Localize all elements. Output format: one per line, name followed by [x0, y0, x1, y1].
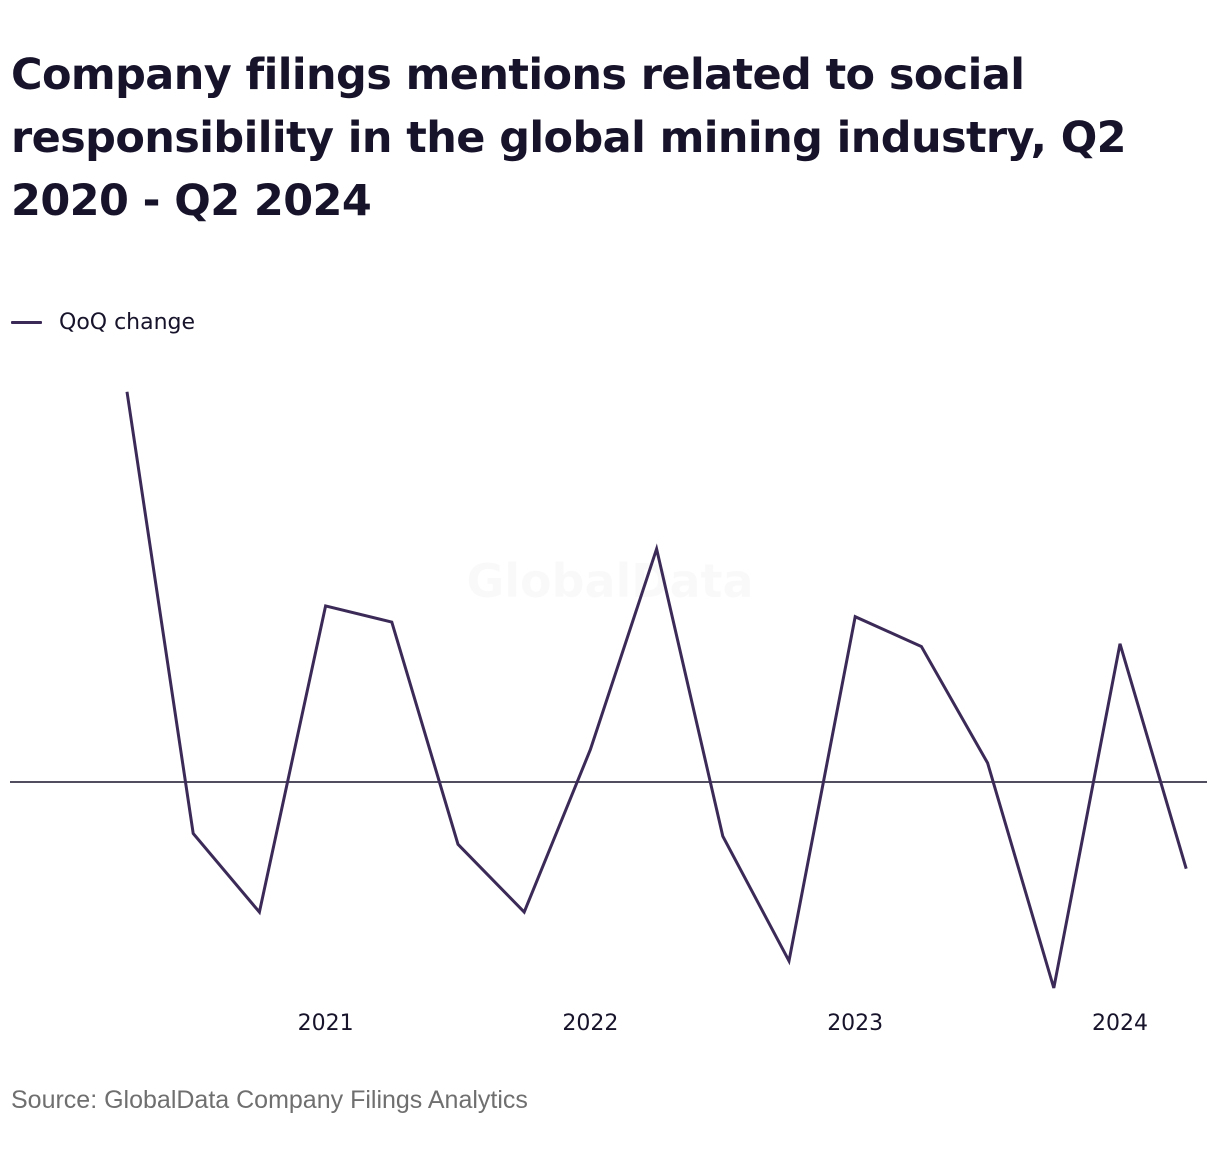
legend: QoQ change — [11, 308, 195, 336]
series-line-0 — [125, 391, 1188, 989]
legend-swatch — [11, 320, 42, 324]
data-point[interactable] — [915, 641, 927, 653]
data-point[interactable] — [320, 600, 332, 612]
data-point[interactable] — [717, 830, 729, 842]
data-point[interactable] — [1048, 982, 1060, 994]
data-point[interactable] — [1180, 863, 1192, 875]
data-point[interactable] — [982, 757, 994, 769]
data-point[interactable] — [1114, 638, 1126, 650]
x-tick-label: 2022 — [562, 1011, 618, 1036]
watermark-text: GlobalData — [466, 554, 753, 608]
x-tick-label: 2024 — [1092, 1011, 1148, 1036]
data-point[interactable] — [187, 828, 199, 840]
source-note: Source: GlobalData Company Filings Analy… — [11, 1086, 528, 1114]
data-point[interactable] — [783, 955, 795, 967]
data-point[interactable] — [849, 611, 861, 623]
chart-title: Company filings mentions related to soci… — [11, 50, 1127, 226]
data-point[interactable] — [651, 543, 663, 555]
series-layer — [121, 386, 1192, 994]
data-point[interactable] — [121, 386, 133, 398]
data-point[interactable] — [386, 616, 398, 628]
x-tick-label: 2023 — [827, 1011, 883, 1036]
x-axis-ticks: 2021 2022 2023 2024 — [298, 1011, 1148, 1036]
legend-label: QoQ change — [59, 309, 196, 335]
x-tick-label: 2021 — [298, 1011, 354, 1036]
data-point[interactable] — [253, 906, 265, 918]
data-point[interactable] — [518, 906, 530, 918]
data-point[interactable] — [584, 744, 596, 756]
data-point[interactable] — [452, 838, 464, 850]
